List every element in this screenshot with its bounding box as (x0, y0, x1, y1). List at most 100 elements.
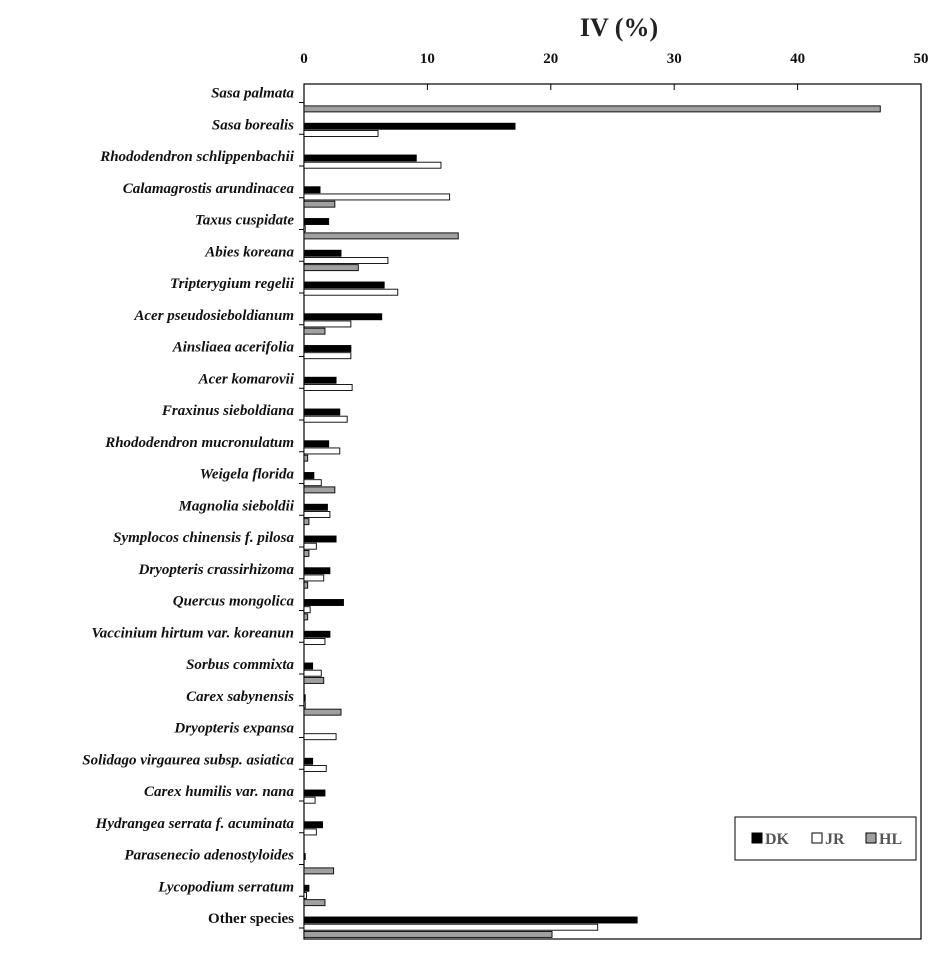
x-tick-label: 20 (543, 51, 558, 67)
bars (303, 105, 881, 938)
category-label: Quercus mongolica (173, 594, 295, 610)
bar-dk (303, 757, 314, 765)
category-label: Dryopteris crassirhizoma (138, 562, 295, 578)
bar-jr (303, 733, 337, 741)
category-label: Abies koreana (204, 244, 294, 260)
category-label: Vaccinium hirtum var. koreanun (91, 625, 294, 641)
bar-jr (303, 193, 451, 201)
category-label: Magnolia sieboldii (178, 498, 295, 514)
category-label: Lycopodium serratum (157, 879, 294, 895)
bar-jr (303, 320, 352, 328)
bar-hl (303, 105, 881, 113)
x-tick-label: 50 (914, 51, 929, 67)
bar-dk (303, 122, 516, 130)
bar-dk (303, 345, 352, 352)
category-label: Symplocos chinensis f. pilosa (113, 530, 294, 546)
x-tick-label: 30 (667, 51, 682, 67)
category-label: Calamagrostis arundinacea (123, 181, 295, 197)
bar-dk (303, 535, 337, 543)
bar-dk (303, 884, 310, 892)
legend-swatch-dk (751, 832, 763, 844)
bar-dk (303, 376, 337, 384)
bar-jr (303, 828, 317, 836)
category-label: Carex sabynensis (186, 689, 294, 705)
bar-dk (303, 599, 344, 606)
x-tick-label: 0 (300, 51, 308, 67)
bar-jr (303, 257, 389, 264)
bar-hl (303, 264, 359, 272)
bar-hl (303, 486, 336, 494)
bar-jr (303, 638, 326, 645)
x-tick-label: 40 (790, 51, 805, 67)
bar-jr (303, 161, 442, 169)
x-axis-ticks: 0 10 20 30 40 50 (300, 51, 929, 90)
category-label: Taxus cuspidate (195, 213, 294, 229)
category-label: Solidago virgaurea subsp. asiatica (82, 752, 294, 768)
bar-hl (303, 613, 309, 621)
category-label: Fraxinus sieboldiana (161, 403, 295, 419)
bar-dk (303, 408, 341, 416)
bar-dk (303, 789, 326, 797)
legend-label-dk: DK (765, 831, 790, 848)
bar-jr (303, 606, 311, 614)
bar-dk (303, 472, 315, 479)
bar-dk (303, 186, 321, 194)
category-label: Hydrangea serrata f. acuminata (95, 816, 295, 832)
bar-jr (303, 479, 322, 487)
bar-jr (303, 669, 322, 677)
bar-hl (303, 232, 459, 240)
bar-jr (303, 384, 353, 391)
category-label: Weigela florida (200, 467, 295, 483)
chart-title: IV (%) (580, 13, 658, 42)
legend-label-hl: HL (879, 831, 902, 848)
category-label: Ainsliaea acerifolia (172, 340, 295, 356)
bar-jr (303, 542, 317, 550)
bar-dk (303, 567, 331, 575)
bar-jr (303, 574, 325, 582)
legend-swatch-hl (865, 832, 877, 844)
bar-jr (303, 796, 316, 804)
bar-dk (303, 662, 314, 670)
category-label: Sasa palmata (211, 86, 294, 102)
x-tick-label: 10 (420, 51, 435, 67)
bar-hl (303, 327, 326, 335)
bar-hl (303, 930, 553, 938)
bar-jr (303, 511, 331, 518)
category-label: Dryopteris expansa (173, 721, 294, 737)
bar-jr (303, 447, 341, 455)
category-label: Parasenecio adenostyloides (124, 848, 294, 864)
bar-dk (303, 249, 342, 257)
category-label: Tripterygium regelii (170, 276, 295, 292)
category-label: Rhododendron mucronulatum (104, 435, 294, 451)
bar-dk (303, 313, 383, 321)
legend: DK JR HL (734, 816, 917, 861)
bar-dk (303, 154, 417, 162)
bar-jr (303, 288, 399, 296)
bar-hl (303, 518, 310, 526)
bar-hl (303, 549, 310, 557)
bar-hl (303, 581, 309, 589)
bar-dk (303, 218, 330, 225)
category-label: Carex humilis var. nana (144, 784, 295, 800)
bar-jr (303, 765, 327, 772)
bar-jr (303, 225, 306, 233)
bar-hl (303, 867, 335, 875)
bar-hl (303, 676, 325, 684)
bar-dk (303, 440, 330, 448)
bar-dk (303, 916, 638, 924)
bar-hl (303, 200, 336, 208)
bar-jr (303, 923, 599, 931)
bar-dk (303, 853, 306, 860)
bar-dk (303, 281, 385, 289)
bar-hl (303, 708, 342, 716)
bar-jr (303, 352, 352, 360)
plot-frame (303, 83, 922, 940)
legend-swatch-jr (811, 832, 823, 844)
category-label: Acer komarovii (198, 371, 295, 387)
category-labels: Sasa palmata Sasa borealis Rhododendron sc… (82, 86, 304, 929)
bar-hl (303, 454, 309, 462)
legend-box (734, 816, 917, 861)
bar-jr (303, 892, 307, 899)
category-label: Rhododendron schlippenbachii (99, 149, 295, 165)
bar-dk (303, 821, 323, 829)
